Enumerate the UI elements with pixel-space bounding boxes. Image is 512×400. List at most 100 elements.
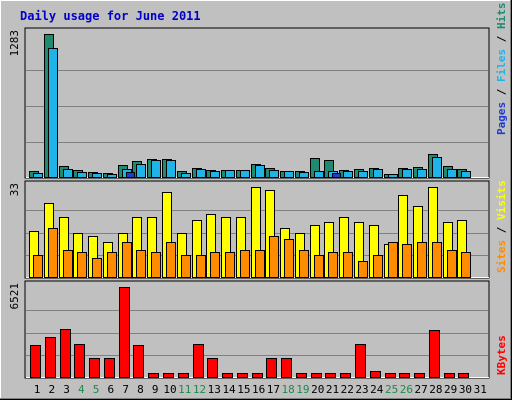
bar-kbytes-14 <box>222 373 233 378</box>
bar-kbytes-26 <box>399 373 410 378</box>
bar-sites-6 <box>107 252 117 278</box>
bar-files-11 <box>181 173 191 178</box>
legend-item-hits: Hits <box>495 3 508 30</box>
x-axis: 1 2 3 4 5 6 7 8 9 10 11 12 13 14 15 16 17 18 19 20 21 22 23 24 2… <box>34 383 487 396</box>
bar-kbytes-9 <box>148 373 159 378</box>
bar-files-27 <box>417 169 427 178</box>
x-tick-label: 17 <box>267 383 280 396</box>
bar-sites-23 <box>358 261 368 278</box>
x-tick-label: 26 <box>400 383 413 396</box>
bar-files-10 <box>166 160 176 178</box>
bar-files-15 <box>240 170 250 178</box>
bar-kbytes-25 <box>385 373 396 378</box>
x-tick-label: 18 <box>282 383 295 396</box>
x-tick-label: 8 <box>137 383 144 396</box>
bar-files-14 <box>225 170 235 178</box>
bar-files-13 <box>210 171 220 178</box>
bar-files-12 <box>196 169 206 178</box>
x-tick-label: 12 <box>193 383 206 396</box>
y-max-label: 33 <box>8 183 21 196</box>
bar-sites-3 <box>63 250 73 278</box>
bar-kbytes-12 <box>193 344 204 378</box>
panel-hits-files-pages <box>24 27 490 179</box>
bar-files-6 <box>107 174 117 178</box>
bar-sites-12 <box>196 255 206 278</box>
bar-kbytes-1 <box>30 345 41 378</box>
legend-item-files: Files <box>495 49 508 82</box>
legend-kbytes: KBytes <box>495 335 508 375</box>
x-tick-label: 9 <box>152 383 159 396</box>
x-tick-label: 15 <box>237 383 250 396</box>
bar-files-24 <box>373 169 383 178</box>
legend-separator: / <box>495 220 508 240</box>
x-tick-label: 24 <box>370 383 384 396</box>
bar-files-18 <box>284 171 294 178</box>
bar-files-17 <box>269 170 279 178</box>
bar-kbytes-23 <box>355 344 366 378</box>
bar-files-3 <box>63 169 73 178</box>
bar-files-29 <box>447 169 457 178</box>
bar-files-30 <box>461 171 471 178</box>
bar-sites-21 <box>328 252 338 278</box>
bar-sites-16 <box>255 250 265 278</box>
bar-sites-10 <box>166 242 176 278</box>
x-tick-label: 27 <box>415 383 428 396</box>
bar-kbytes-30 <box>458 373 469 378</box>
bar-files-8 <box>136 164 146 178</box>
labels-layer: 1283 Pages / Files / Hits 33 Sites / Visits… <box>8 3 508 376</box>
x-tick-label: 13 <box>208 383 221 396</box>
bar-kbytes-28 <box>429 330 440 378</box>
bar-sites-29 <box>447 250 457 278</box>
x-tick-label: 5 <box>93 383 100 396</box>
x-tick-label: 10 <box>163 383 176 396</box>
x-tick-label: 11 <box>178 383 191 396</box>
bar-sites-22 <box>343 252 353 278</box>
bar-kbytes-5 <box>89 358 100 378</box>
bar-files-25 <box>388 174 398 178</box>
x-tick-label: 14 <box>222 383 236 396</box>
bar-kbytes-7 <box>119 287 130 378</box>
bar-sites-17 <box>269 236 279 278</box>
bar-kbytes-24 <box>370 371 381 378</box>
bars-layer <box>29 34 471 378</box>
bar-sites-1 <box>33 255 43 278</box>
legend-separator: / <box>495 29 508 49</box>
legend-item-sites: Sites <box>495 240 508 273</box>
bar-sites-20 <box>314 255 324 278</box>
bar-files-26 <box>402 169 412 178</box>
bar-kbytes-17 <box>266 358 277 378</box>
bar-sites-15 <box>240 250 250 278</box>
bar-files-4 <box>77 172 87 178</box>
x-tick-label: 1 <box>34 383 41 396</box>
x-tick-label: 4 <box>78 383 85 396</box>
x-tick-label: 22 <box>341 383 354 396</box>
legend-separator: / <box>495 82 508 102</box>
bar-sites-27 <box>417 242 427 278</box>
bar-kbytes-6 <box>104 358 115 378</box>
bar-pages-7 <box>126 172 135 178</box>
chart-title: Daily usage for June 2011 <box>20 9 201 23</box>
legend-item-kbytes: KBytes <box>495 335 508 375</box>
bar-sites-11 <box>181 255 191 278</box>
panel-kbytes <box>24 280 490 379</box>
x-tick-label: 3 <box>63 383 70 396</box>
x-tick-label: 7 <box>122 383 129 396</box>
bar-kbytes-15 <box>237 373 248 378</box>
x-tick-label: 20 <box>311 383 324 396</box>
legend-item-visits: Visits <box>495 180 508 220</box>
bar-sites-8 <box>136 250 146 278</box>
bar-files-19 <box>299 172 309 178</box>
bar-files-23 <box>358 171 368 178</box>
bar-kbytes-13 <box>207 358 218 378</box>
y-max-label: 1283 <box>8 30 21 57</box>
bar-files-16 <box>255 165 265 178</box>
legend-hits-files-pages: Pages / Files / Hits <box>495 3 508 136</box>
bar-files-28 <box>432 157 442 178</box>
bar-kbytes-29 <box>444 373 455 378</box>
bar-kbytes-19 <box>296 373 307 378</box>
x-tick-label: 25 <box>385 383 398 396</box>
bar-files-2 <box>48 48 58 178</box>
bar-sites-2 <box>48 228 58 278</box>
x-tick-label: 19 <box>296 383 309 396</box>
